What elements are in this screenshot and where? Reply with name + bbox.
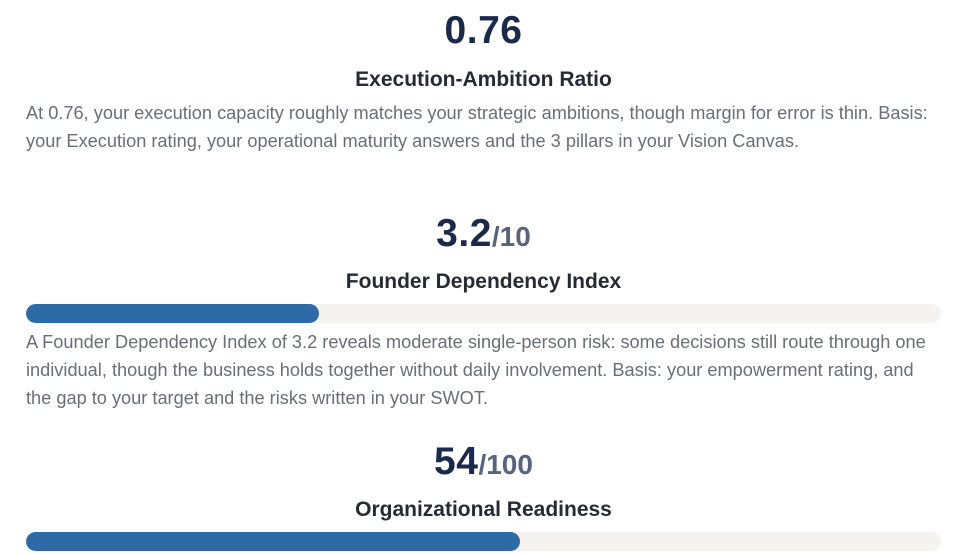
metric-title: Execution-Ambition Ratio: [355, 68, 612, 91]
metric-value: 54/100: [26, 442, 941, 482]
metric-value-denominator: /10: [491, 221, 531, 252]
progress-bar: [26, 304, 941, 323]
metric-value-number: 54: [434, 440, 479, 483]
metric-value: 3.2/10: [26, 214, 941, 254]
metric-title: Organizational Readiness: [355, 498, 612, 521]
metric-title: Founder Dependency Index: [345, 270, 622, 293]
metric-value-number: 3.2: [436, 212, 492, 255]
metric-execution-ambition: 0.76 Execution-Ambition Ratio At 0.76, y…: [26, 11, 941, 155]
metric-description: At 0.76, your execution capacity roughly…: [26, 103, 928, 151]
progress-bar: [26, 532, 941, 551]
progress-bar-fill: [26, 532, 521, 551]
metric-description: A Founder Dependency Index of 3.2 reveal…: [26, 332, 926, 408]
metric-value: 0.76: [26, 11, 941, 51]
metric-organizational-readiness: 54/100 Organizational Readiness: [26, 442, 941, 551]
metric-value-denominator: /100: [478, 449, 533, 480]
metric-value-number: 0.76: [444, 9, 523, 52]
metric-founder-dependency: 3.2/10 Founder Dependency Index A Founde…: [26, 214, 941, 408]
progress-bar-fill: [26, 304, 319, 323]
